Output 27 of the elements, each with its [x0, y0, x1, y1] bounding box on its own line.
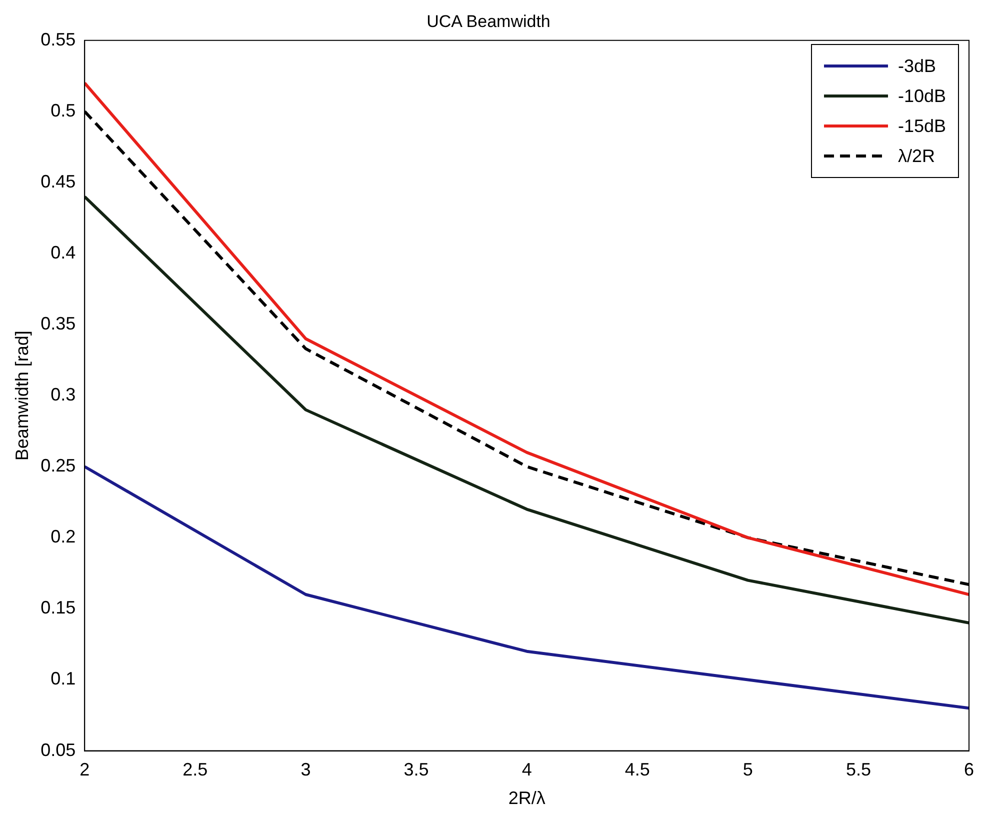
legend-label: λ/2R [898, 146, 935, 166]
x-tick-label: 3.5 [404, 760, 429, 780]
y-tick-label: 0.3 [50, 384, 76, 405]
x-axis-title: 2R/λ [508, 788, 546, 808]
y-tick-label: 0.05 [40, 740, 76, 760]
y-tick-label: 0.1 [50, 668, 76, 689]
y-tick-label: 0.5 [50, 100, 76, 120]
y-tick-label: 0.55 [40, 29, 76, 50]
y-tick-label: 0.25 [40, 456, 76, 476]
legend-label: -10dB [898, 86, 946, 106]
x-tick-label: 6 [964, 760, 974, 780]
x-tick-label: 5 [742, 760, 753, 780]
x-tick-label: 4 [522, 760, 532, 780]
legend-label: -15dB [898, 116, 946, 136]
x-tick-label: 2.5 [182, 760, 208, 780]
y-tick-label: 0.45 [40, 171, 76, 192]
x-tick-label: 2 [80, 760, 90, 780]
y-tick-label: 0.15 [40, 598, 76, 618]
y-tick-label: 0.2 [50, 526, 76, 547]
y-tick-label: 0.35 [40, 314, 76, 334]
legend-label: -3dB [898, 56, 936, 76]
y-tick-label: 0.4 [50, 242, 76, 262]
x-tick-label: 4.5 [624, 760, 650, 780]
x-tick-label: 3 [300, 760, 311, 780]
chart-title: UCA Beamwidth [426, 12, 550, 31]
x-tick-label: 5.5 [846, 760, 871, 780]
y-axis-title: Beamwidth [rad] [12, 330, 32, 461]
